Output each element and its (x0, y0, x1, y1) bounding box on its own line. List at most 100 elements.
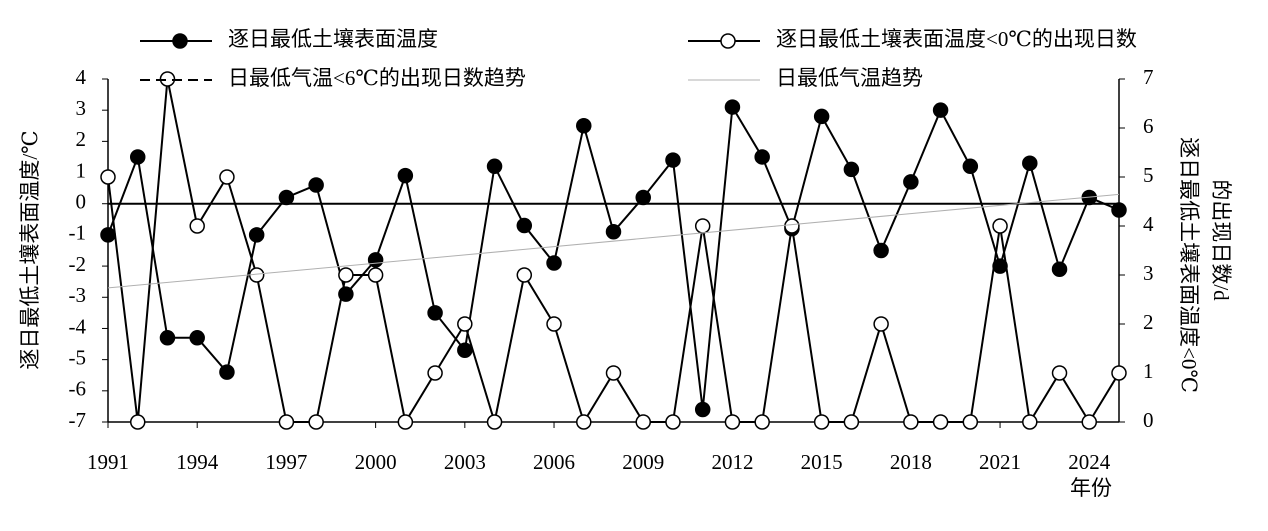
marker (189, 218, 205, 234)
marker (576, 118, 592, 134)
y-tick-label: -5 (69, 345, 87, 369)
y2-axis-label: 逐日最低土壤表面温度<0℃ (1177, 137, 1201, 393)
marker (486, 158, 503, 175)
y2-tick-label: 2 (1143, 310, 1154, 334)
marker (873, 242, 889, 259)
y2-tick-label: 3 (1143, 261, 1154, 285)
series-line (107, 103, 1120, 410)
y2-axis-label: 的出现日数/d (1209, 179, 1233, 301)
marker (992, 218, 1008, 234)
marker (843, 161, 860, 178)
marker (278, 414, 295, 430)
x-tick-label: 2024 (1068, 450, 1111, 474)
marker (1111, 202, 1127, 218)
x-tick-label: 2006 (533, 450, 575, 474)
marker (189, 330, 205, 346)
x-tick-label: 1991 (87, 450, 129, 474)
x-tick-label: 2003 (444, 450, 486, 474)
marker (397, 167, 414, 184)
marker (1022, 155, 1038, 171)
marker (665, 414, 681, 430)
x-tick-label: 1994 (176, 450, 219, 474)
marker (694, 218, 711, 234)
marker (665, 152, 681, 168)
marker (1111, 365, 1127, 381)
y-tick-label: 1 (76, 158, 87, 182)
y2-tick-label: 1 (1143, 359, 1154, 383)
x-tick-label: 1997 (265, 450, 307, 474)
marker (1081, 414, 1098, 430)
y2-tick-label: 4 (1143, 212, 1154, 236)
marker (932, 414, 949, 430)
marker (546, 255, 562, 271)
marker (457, 342, 473, 359)
y-axis-label: 逐日最低土壤表面温度/℃ (18, 130, 42, 369)
y-tick-label: -1 (69, 221, 87, 245)
marker (516, 267, 533, 283)
y-tick-label: -6 (69, 377, 87, 401)
marker (576, 414, 592, 430)
y-tick-label: 3 (76, 96, 87, 120)
x-tick-label: 2012 (711, 450, 753, 474)
marker (962, 414, 979, 430)
marker (367, 252, 384, 268)
marker (367, 267, 384, 283)
x-tick-label: 2021 (979, 450, 1021, 474)
legend-label: 日最低气温<6℃的出现日数趋势 (228, 66, 526, 90)
y-tick-label: -4 (69, 314, 87, 338)
marker (308, 177, 324, 193)
marker (159, 330, 176, 346)
marker (754, 414, 770, 430)
marker (457, 316, 473, 332)
x-tick-label: 2015 (801, 450, 843, 474)
marker (605, 365, 622, 381)
marker (784, 218, 800, 234)
y-tick-label: -3 (69, 283, 87, 307)
marker (248, 227, 265, 243)
marker (724, 414, 741, 430)
legend-label: 逐日最低土壤表面温度<0℃的出现日数 (776, 27, 1137, 51)
y-tick-label: -2 (69, 252, 87, 276)
marker (397, 414, 414, 430)
marker (308, 414, 324, 430)
marker (813, 108, 830, 125)
marker (278, 189, 295, 206)
marker (129, 414, 146, 430)
marker (219, 169, 235, 185)
y2-tick-label: 5 (1143, 163, 1154, 187)
marker (546, 316, 562, 332)
marker (486, 414, 503, 430)
legend-label: 逐日最低土壤表面温度 (228, 27, 438, 51)
marker (129, 149, 146, 165)
marker (100, 227, 116, 243)
marker (338, 267, 354, 283)
y-tick-label: 0 (76, 190, 87, 214)
marker (813, 414, 830, 430)
marker (754, 149, 770, 165)
x-tick-label: 2009 (622, 450, 664, 474)
y-tick-label: -7 (69, 408, 87, 432)
y2-tick-label: 0 (1143, 408, 1154, 432)
y-tick-label: 2 (76, 127, 87, 151)
marker (100, 169, 116, 185)
marker (516, 217, 533, 234)
marker (932, 102, 949, 118)
marker (605, 224, 622, 240)
marker (427, 305, 443, 321)
marker (427, 365, 443, 381)
marker (873, 316, 889, 332)
legend-marker (720, 33, 736, 49)
x-tick-label: 2000 (355, 450, 397, 474)
y2-tick-label: 7 (1143, 65, 1154, 89)
marker (724, 99, 741, 115)
legend-marker (172, 33, 188, 49)
y2-tick-label: 6 (1143, 114, 1154, 138)
x-axis-label: 年份 (1070, 476, 1112, 500)
marker (1051, 261, 1068, 277)
y-tick-label: 4 (76, 65, 87, 89)
marker (903, 414, 919, 430)
legend-label: 日最低气温趋势 (776, 66, 923, 90)
marker (635, 414, 651, 430)
marker (694, 401, 711, 418)
